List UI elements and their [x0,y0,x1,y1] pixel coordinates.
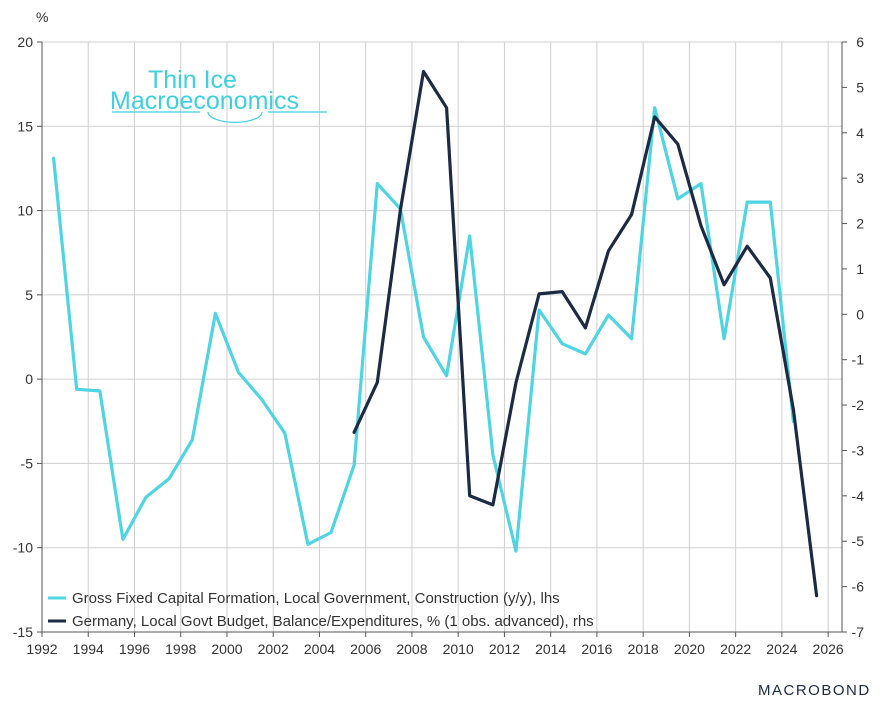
x-tick-label: 2010 [443,641,474,657]
x-tick-label: 2020 [674,641,705,657]
x-tick-label: 2018 [628,641,659,657]
x-tick-label: 2024 [766,641,797,657]
left-axis-labels: 20 15 10 5 0 -5 -10 -15 [13,34,33,640]
x-tick-label: 2002 [258,641,289,657]
right-tick-label: -1 [852,352,865,368]
x-tick-label: 2008 [396,641,427,657]
left-tick-label: 15 [17,118,33,134]
left-tick-label: -10 [13,540,33,556]
right-tick-label: 6 [856,34,864,50]
right-tick-label: 3 [856,170,864,186]
x-tick-label: 2022 [720,641,751,657]
x-tick-label: 2014 [535,641,566,657]
left-tick-label: 5 [25,287,33,303]
right-tick-label: 0 [856,306,864,322]
left-tick-label: 0 [25,371,33,387]
right-tick-label: 4 [856,125,864,141]
x-tick-label: 2012 [489,641,520,657]
right-axis-labels: 6 5 4 3 2 1 0 -1 -2 -3 -4 -5 -6 -7 [852,34,865,640]
left-tick-label: 20 [17,34,33,50]
x-tick-label: 1996 [119,641,150,657]
right-tick-label: -6 [852,579,865,595]
right-tick-label: -5 [852,533,865,549]
legend-label-2: Germany, Local Govt Budget, Balance/Expe… [72,613,594,630]
x-tick-label: 2000 [211,641,242,657]
logo-line-2: Macroeconomics [110,87,299,115]
x-tick-label: 2016 [581,641,612,657]
x-tick-label: 2026 [813,641,844,657]
left-tick-label: 10 [17,203,33,219]
gridlines [42,41,842,632]
right-tick-label: -3 [852,442,865,458]
brand-text: MACROBOND [758,682,871,699]
logo-swoosh-icon [207,111,263,123]
right-tick-label: -4 [852,488,865,504]
left-tick-label: -15 [13,624,33,640]
right-tick-label: -7 [852,624,865,640]
series-layer [51,69,819,598]
macrobond-logo: MACROBOND [758,682,871,699]
x-tick-label: 1992 [26,641,57,657]
thin-ice-logo: Thin Ice Macroeconomics [110,66,327,123]
legend: Gross Fixed Capital Formation, Local Gov… [48,590,594,630]
right-tick-label: 1 [856,261,864,277]
axes [37,41,847,637]
right-tick-label: 5 [856,79,864,95]
x-axis-labels: 1992 1994 1996 1998 2000 2002 2004 2006 2008 2010… [26,641,843,657]
logo-line-1: Thin Ice [148,66,237,94]
series-line-1 [51,106,796,553]
x-tick-label: 1998 [165,641,196,657]
x-tick-label: 2004 [304,641,335,657]
series-line-2 [352,69,819,598]
right-tick-label: -2 [852,397,865,413]
legend-label-1: Gross Fixed Capital Formation, Local Gov… [72,590,560,607]
x-tick-label: 1994 [73,641,104,657]
left-axis-unit: % [36,9,48,25]
left-tick-label: -5 [21,455,34,471]
x-tick-label: 2006 [350,641,381,657]
right-tick-label: 2 [856,216,864,232]
